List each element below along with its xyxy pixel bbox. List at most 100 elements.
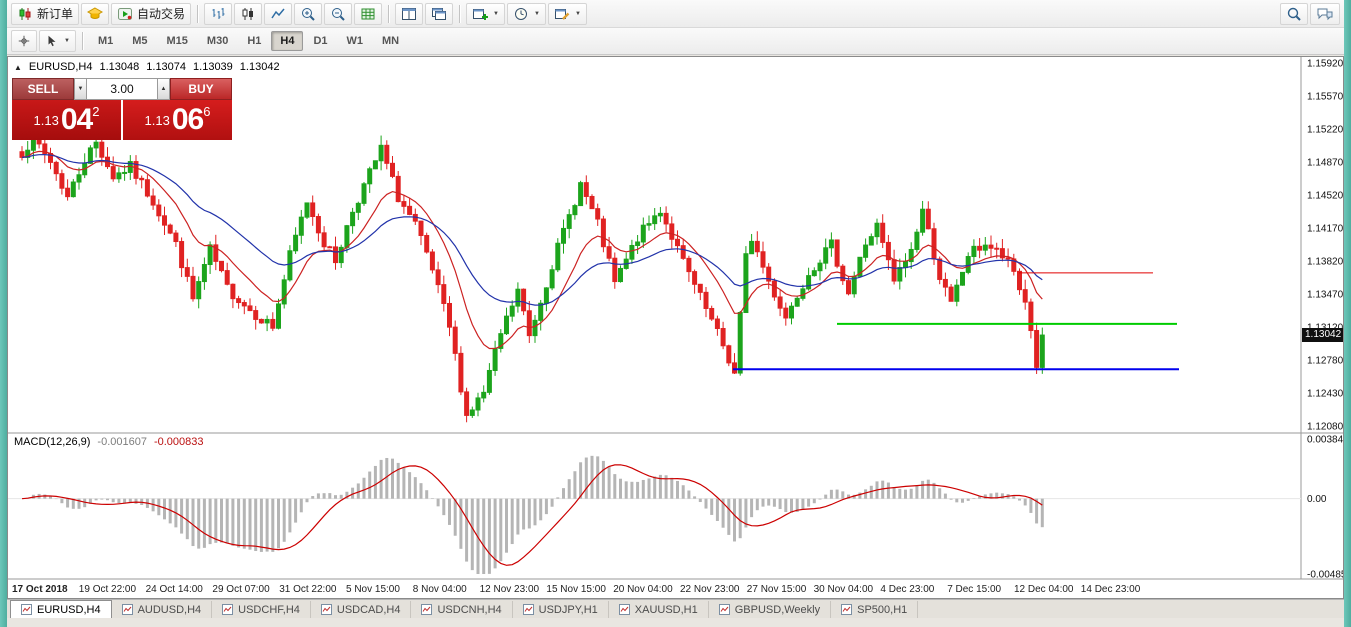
price-axis-label: 1.14520 xyxy=(1307,191,1343,202)
add-indicator-icon xyxy=(473,8,489,20)
sell-button[interactable]: SELL xyxy=(12,78,74,100)
community-chat-button[interactable] xyxy=(1310,2,1340,25)
time-axis-label: 14 Dec 23:00 xyxy=(1081,584,1141,595)
chevron-down-icon: ▼ xyxy=(493,10,499,17)
time-axis-label: 20 Nov 04:00 xyxy=(613,584,673,595)
chat-icon xyxy=(1317,8,1333,20)
candlestick-chart-button[interactable] xyxy=(234,2,263,25)
cascade-windows-icon xyxy=(432,7,447,20)
time-axis-label: 29 Oct 07:00 xyxy=(212,584,270,595)
ask-price-big: 06 xyxy=(171,103,204,136)
collapse-arrow-icon[interactable]: ▲ xyxy=(14,62,22,72)
time-axis-label: 22 Nov 23:00 xyxy=(680,584,740,595)
volume-increase-button[interactable]: ▲ xyxy=(157,78,170,100)
new-order-button[interactable]: 新订单 xyxy=(11,2,80,25)
zoom-out-button[interactable] xyxy=(324,2,353,25)
timeframe-h4[interactable]: H4 xyxy=(271,31,304,51)
buy-button[interactable]: BUY xyxy=(170,78,232,100)
market-grid-icon xyxy=(361,8,375,19)
mini-chart-icon xyxy=(421,604,433,615)
macd-pane xyxy=(8,455,1301,574)
bid-price-big: 04 xyxy=(60,103,93,136)
toolbar-separator xyxy=(81,32,83,50)
chart-tab-usdcnh[interactable]: USDCNH,H4 xyxy=(411,601,513,618)
quote-open: 1.13048 xyxy=(99,61,140,73)
chart-quote-header: ▲ EURUSD,H4 1.13048 1.13074 1.13039 1.13… xyxy=(14,61,280,73)
line-chart-icon xyxy=(271,8,285,18)
price-chart-canvas[interactable]: 1.15920 1.15570 1.15220 1.14870 1.14520 1.141… xyxy=(8,57,1343,598)
bid-price-pipette: 2 xyxy=(92,103,100,119)
mini-chart-icon xyxy=(522,604,534,615)
market-grid-button[interactable] xyxy=(354,2,383,25)
candlesticks xyxy=(19,122,1045,423)
zoom-in-icon xyxy=(302,7,315,21)
pointer-icon xyxy=(48,35,56,47)
chart-toolbar: ▼ M1 M5 M15 M30 H1 H4 D1 W1 MN xyxy=(7,28,1344,55)
status-bar xyxy=(7,618,1344,627)
templates-button[interactable]: ▼ xyxy=(547,2,587,25)
candlestick-chart-icon xyxy=(242,7,254,20)
metaeditor-icon xyxy=(87,6,104,19)
time-axis-label: 12 Nov 23:00 xyxy=(480,584,540,595)
timeframe-mn[interactable]: MN xyxy=(382,35,400,47)
bid-ask-display: 1.13 04 2 1.13 06 6 xyxy=(12,100,232,140)
bid-price-tile[interactable]: 1.13 04 2 xyxy=(12,100,121,140)
ask-price-tile[interactable]: 1.13 06 6 xyxy=(123,100,232,140)
volume-input[interactable] xyxy=(87,78,157,100)
autotrading-button[interactable]: 自动交易 xyxy=(111,2,192,25)
chart-tab-sp500[interactable]: SP500,H1 xyxy=(831,601,919,618)
search-button[interactable] xyxy=(1280,2,1308,25)
timeframe-h1[interactable]: H1 xyxy=(247,35,262,47)
add-indicator-button[interactable]: ▼ xyxy=(466,2,505,25)
macd-name: MACD(12,26,9) xyxy=(14,436,91,448)
bid-price-prefix: 1.13 xyxy=(33,112,59,128)
timeframe-d1[interactable]: D1 xyxy=(313,35,328,47)
time-axis-label: 24 Oct 14:00 xyxy=(146,584,204,595)
time-axis-label: 7 Dec 15:00 xyxy=(947,584,1001,595)
periods-button[interactable]: ▼ xyxy=(506,2,546,25)
crosshair-tool-button[interactable] xyxy=(11,30,37,52)
volume-decrease-button[interactable]: ▼ xyxy=(74,78,87,100)
macd-axis-label: -0.004856 xyxy=(1307,570,1343,581)
zoom-in-button[interactable] xyxy=(294,2,323,25)
symbol-label: EURUSD,H4 xyxy=(28,61,93,73)
macd-axis-label: 0.003847 xyxy=(1307,435,1343,446)
drawing-tools-button[interactable]: ▼ xyxy=(39,30,76,52)
toolbar-separator xyxy=(388,4,390,23)
bar-chart-button[interactable] xyxy=(204,2,233,25)
chart-tab-xauusd[interactable]: XAUUSD,H1 xyxy=(609,601,709,618)
time-axis-label: 27 Nov 15:00 xyxy=(747,584,807,595)
chart-tab-gbpusd[interactable]: GBPUSD,Weekly xyxy=(709,601,832,618)
chevron-down-icon: ▼ xyxy=(574,10,581,17)
chart-tab-usdchf[interactable]: USDCHF,H4 xyxy=(212,601,311,618)
moving-averages xyxy=(21,150,1043,350)
chart-window: 1.15920 1.15570 1.15220 1.14870 1.14520 1.141… xyxy=(7,56,1344,599)
tile-windows-button[interactable] xyxy=(395,2,424,25)
current-price-badge: 1.13042 xyxy=(1302,328,1343,342)
price-axis-label: 1.13470 xyxy=(1307,290,1343,301)
quote-high: 1.13074 xyxy=(146,61,187,73)
macd-main-value: -0.001607 xyxy=(97,436,147,448)
timeframe-m15[interactable]: M15 xyxy=(166,35,188,47)
line-chart-button[interactable] xyxy=(264,2,293,25)
price-axis-label: 1.12080 xyxy=(1307,422,1343,433)
crosshair-icon xyxy=(18,35,30,47)
mini-chart-icon xyxy=(121,604,133,615)
template-pencil-icon xyxy=(554,8,570,20)
price-axis-label: 1.15570 xyxy=(1307,92,1343,103)
timeframe-m1[interactable]: M1 xyxy=(97,35,114,47)
timeframe-m30[interactable]: M30 xyxy=(206,35,229,47)
timeframe-w1[interactable]: W1 xyxy=(346,35,364,47)
metaeditor-button[interactable] xyxy=(81,2,110,25)
time-axis-label: 19 Oct 22:00 xyxy=(79,584,137,595)
cascade-windows-button[interactable] xyxy=(425,2,454,25)
mini-chart-icon xyxy=(618,604,630,615)
new-order-label: 新订单 xyxy=(37,7,74,21)
chart-tab-usdjpy[interactable]: USDJPY,H1 xyxy=(513,601,609,618)
time-axis-label: 15 Nov 15:00 xyxy=(546,584,606,595)
timeframe-m5[interactable]: M5 xyxy=(132,35,148,47)
chart-tab-usdcad[interactable]: USDCAD,H4 xyxy=(311,601,412,618)
chart-tab-audusd[interactable]: AUDUSD,H4 xyxy=(112,601,213,618)
price-axis-label: 1.14870 xyxy=(1307,158,1343,169)
chart-tab-eurusd[interactable]: EURUSD,H4 xyxy=(10,600,112,618)
